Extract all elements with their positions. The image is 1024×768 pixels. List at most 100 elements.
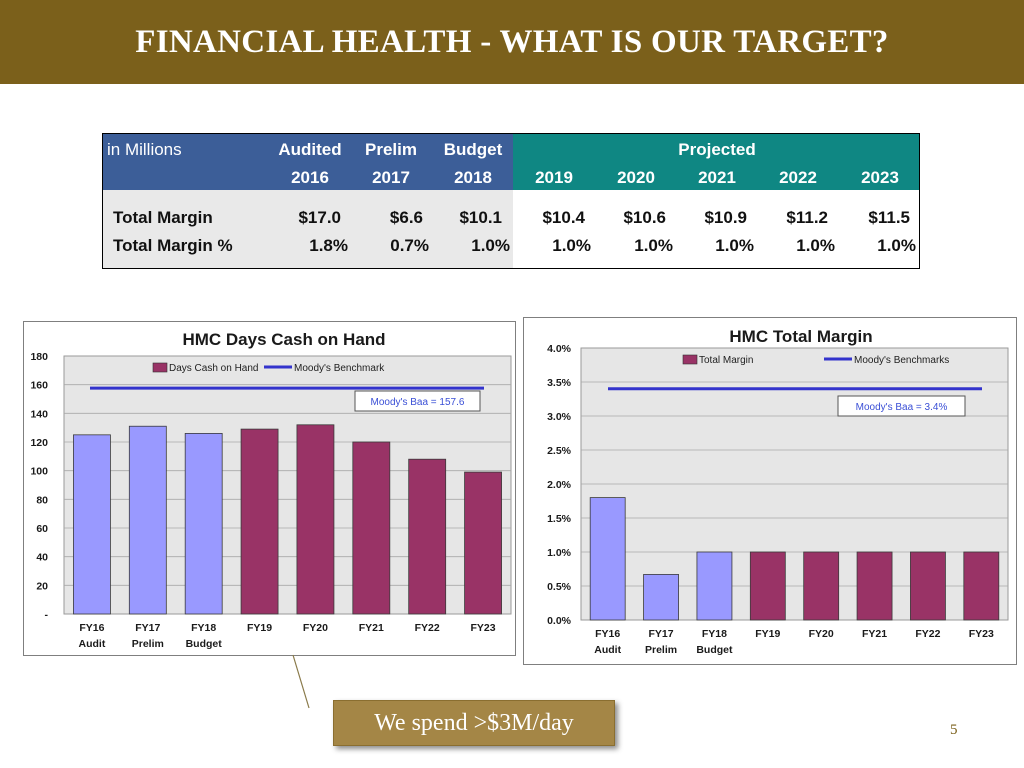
table-cell: $10.1: [459, 208, 502, 227]
table-cell: 1.8%: [309, 236, 348, 255]
pointer-line: [292, 654, 310, 709]
table-cell: 1.0%: [796, 236, 835, 255]
x-tick-label: FY18: [702, 628, 727, 640]
bar: [128, 425, 167, 615]
chart-title: HMC Total Margin: [729, 327, 872, 346]
bar: [408, 458, 447, 615]
col-header-year: 2023: [861, 168, 899, 187]
projected-label: Projected: [678, 140, 756, 159]
table-cell: 0.7%: [390, 236, 429, 255]
x-tick-label: FY19: [247, 622, 272, 634]
bar: [749, 551, 786, 621]
bar: [696, 551, 733, 621]
x-tick-label: FY21: [862, 628, 887, 640]
chart-title: HMC Days Cash on Hand: [182, 330, 385, 349]
col-header-top: Budget: [443, 140, 503, 159]
col-header-top: Audited: [278, 140, 342, 159]
y-tick-label: 3.5%: [547, 377, 572, 389]
x-tick-label: FY22: [415, 622, 440, 634]
benchmark-callout-label: Moody's Baa = 157.6: [371, 397, 465, 408]
x-tick-sublabel: Audit: [79, 638, 106, 650]
y-tick-label: 100: [30, 466, 48, 478]
y-tick-label: 0.0%: [547, 615, 572, 627]
table-cell: 1.0%: [471, 236, 510, 255]
units-label: in Millions: [107, 140, 182, 159]
bar: [296, 424, 335, 615]
y-tick-label: 20: [36, 580, 48, 592]
y-tick-label: 0.5%: [547, 581, 572, 593]
legend-swatch-bar: [682, 354, 698, 365]
bar: [803, 551, 840, 621]
col-header-year: 2022: [779, 168, 817, 187]
y-tick-label: 2.5%: [547, 445, 572, 457]
bar: [464, 471, 502, 615]
table-cell: $6.6: [389, 208, 423, 227]
bar: [352, 441, 391, 615]
y-tick-label: 80: [36, 494, 48, 506]
bar: [73, 434, 111, 615]
benchmark-callout-label: Moody's Baa = 3.4%: [856, 402, 948, 413]
y-tick-label: 120: [30, 437, 48, 449]
x-tick-sublabel: Prelim: [132, 638, 164, 650]
y-tick-label: 1.5%: [547, 513, 572, 525]
days-cash-chart: HMC Days Cash on Hand - 20 40 60 80 100 120 140 1…: [23, 321, 516, 656]
benchmark-callout: [837, 395, 966, 417]
col-header-year: 2021: [698, 168, 736, 187]
page-number: 5: [950, 722, 958, 738]
financial-table: in Millions Audited 2016 Prelim 2017 Bud…: [102, 133, 920, 269]
col-header-year: 2016: [291, 168, 329, 187]
table-cell: $11.5: [868, 208, 910, 227]
legend-swatch-bar: [152, 362, 168, 373]
col-header-top: Prelim: [365, 140, 417, 159]
x-tick-sublabel: Audit: [594, 644, 621, 656]
col-header-year: 2017: [372, 168, 410, 187]
x-tick-label: FY23: [969, 628, 994, 640]
y-tick-label: 60: [36, 523, 48, 535]
bar: [589, 497, 626, 621]
row-label: Total Margin: [113, 208, 213, 227]
bar: [643, 574, 679, 621]
table-cell: 1.0%: [634, 236, 673, 255]
x-tick-sublabel: Budget: [186, 638, 223, 650]
days-cash-chart-svg: HMC Days Cash on Hand - 20 40 60 80 100 120 140 1…: [30, 330, 512, 650]
x-tick-label: FY17: [135, 622, 160, 634]
table-cell: $10.9: [704, 208, 747, 227]
bar: [910, 551, 946, 621]
y-tick-label: 2.0%: [547, 479, 572, 491]
bar: [240, 428, 279, 615]
x-tick-label: FY20: [809, 628, 834, 640]
bar: [856, 551, 893, 621]
y-tick-label: 4.0%: [547, 343, 572, 355]
table-cell: $10.6: [623, 208, 666, 227]
x-tick-label: FY23: [471, 622, 496, 634]
y-tick-label: 140: [30, 408, 48, 420]
bar: [963, 551, 1000, 621]
y-tick-label: 160: [30, 380, 48, 392]
x-tick-sublabel: Prelim: [645, 644, 677, 656]
x-tick-label: FY18: [191, 622, 216, 634]
table-cell: $17.0: [298, 208, 341, 227]
y-tick-label: 180: [30, 351, 48, 363]
x-tick-label: FY20: [303, 622, 328, 634]
legend-label: Moody's Benchmarks: [854, 355, 949, 366]
table-header-historical: [103, 134, 513, 190]
x-tick-label: FY17: [649, 628, 674, 640]
col-header-year: 2018: [454, 168, 492, 187]
x-tick-label: FY22: [915, 628, 940, 640]
bar: [184, 433, 223, 615]
y-tick-label: 1.0%: [547, 547, 572, 559]
table-cell: 1.0%: [552, 236, 591, 255]
table-cell: $11.2: [786, 208, 828, 227]
legend-label: Moody's Benchmark: [294, 363, 385, 374]
row-label: Total Margin %: [113, 236, 233, 255]
table-cell: $10.4: [542, 208, 585, 227]
y-tick-label: -: [45, 609, 49, 621]
col-header-year: 2020: [617, 168, 655, 187]
x-tick-label: FY19: [755, 628, 780, 640]
benchmark-callout: [354, 390, 481, 412]
spend-callout: We spend >$3M/day: [333, 700, 615, 746]
title-bar: FINANCIAL HEALTH - WHAT IS OUR TARGET?: [0, 0, 1024, 84]
col-header-year: 2019: [535, 168, 573, 187]
x-tick-label: FY21: [359, 622, 384, 634]
table-body-projected: [513, 190, 919, 268]
